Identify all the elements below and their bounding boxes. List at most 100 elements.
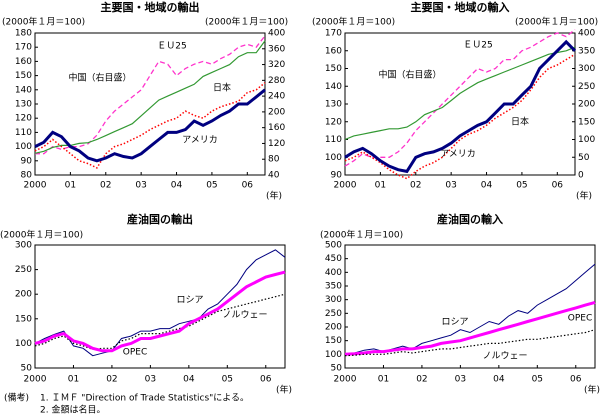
x-unit: (年) (266, 190, 282, 202)
y2-tick-label: 120 (268, 139, 285, 149)
series-line (344, 53, 576, 180)
x-tick-label: 03 (445, 181, 456, 191)
y-tick-label: 100 (15, 142, 32, 152)
y2-tick-label: 50 (578, 153, 590, 163)
x-tick-label: 02 (416, 375, 427, 385)
y2-tick-label: 400 (268, 29, 285, 39)
y-tick-label: 150 (15, 314, 32, 324)
chart-title: 主要国・地域の輸出 (101, 0, 200, 14)
series-line (344, 300, 596, 356)
y-tick-label: 140 (325, 82, 342, 92)
y-tick-label: 80 (21, 171, 33, 181)
y-tick-label: 300 (325, 295, 342, 305)
y-tick-label: 150 (15, 71, 32, 81)
y-tick-label: 170 (15, 43, 32, 53)
chart-title: 産油国の輸出 (127, 212, 193, 226)
series-label: ロシア (176, 296, 203, 306)
series-line (344, 39, 577, 174)
x-tick-label: 06 (570, 375, 582, 385)
x-tick-label: 01 (68, 375, 79, 385)
x-tick-label: 04 (183, 375, 195, 385)
y-tick-label: 130 (325, 100, 342, 110)
series-line (34, 40, 266, 154)
y-tick-label: 250 (325, 309, 342, 319)
y-tick-label: 130 (15, 100, 32, 110)
series-line (34, 249, 286, 357)
chart-title: 主要国・地域の輸入 (411, 0, 510, 14)
y-tick-label: 100 (15, 339, 32, 349)
y-tick-label: 300 (15, 241, 32, 251)
y-tick-label: 100 (325, 350, 342, 360)
x-tick-label: 06 (260, 375, 272, 385)
x-tick-label: 05 (222, 375, 233, 385)
x-unit: (年) (576, 190, 592, 202)
series-label: ロシア (441, 318, 468, 328)
x-tick-label: 06 (242, 181, 254, 191)
x-tick-label: 2000 (24, 375, 47, 385)
series-label: ＥＵ25 (463, 41, 492, 51)
y-tick-label: 160 (325, 46, 342, 56)
y-axis-label: (2000年１月＝100) (320, 229, 403, 241)
y-tick-label: 150 (325, 64, 342, 74)
series-line (34, 270, 286, 353)
y-tick-label: 170 (325, 29, 342, 39)
y2-tick-label: 300 (578, 64, 595, 74)
x-tick-label: 06 (552, 181, 564, 191)
y2-tick-label: 360 (268, 44, 285, 54)
y2-tick-label: 160 (268, 123, 285, 133)
y-axis-label: (2000年１月＝100) (0, 229, 83, 241)
y-tick-label: 450 (325, 254, 342, 264)
y-tick-label: 200 (15, 290, 32, 300)
x-tick-label: 04 (481, 181, 493, 191)
x-tick-label: 03 (135, 181, 146, 191)
series-line (34, 82, 266, 169)
x-tick-label: 05 (516, 181, 527, 191)
x-tick-label: 02 (410, 181, 421, 191)
y-tick-label: 50 (21, 364, 33, 374)
series-label: 中国（右目盛） (68, 72, 131, 84)
y2-axis-label: (2000年１月＝100) (515, 16, 598, 28)
y2-tick-label: 200 (578, 100, 595, 110)
y2-tick-label: 0 (578, 171, 584, 181)
series-label: ＥＵ25 (157, 42, 186, 52)
x-tick-label: 2000 (334, 181, 357, 191)
x-tick-label: 01 (375, 181, 386, 191)
y2-tick-label: 280 (268, 76, 285, 86)
series-line (34, 293, 286, 350)
y-tick-label: 500 (325, 241, 342, 251)
x-tick-label: 2000 (24, 181, 47, 191)
series-line (344, 46, 576, 141)
series-line (35, 35, 266, 155)
x-tick-label: 2000 (334, 375, 357, 385)
y-tick-label: 120 (15, 114, 32, 124)
y2-tick-label: 350 (578, 46, 595, 56)
notes-label: (備考) (4, 392, 29, 404)
note: 2. 金額は名目。 (40, 404, 105, 416)
series-label: 中国（右目盛） (378, 69, 441, 81)
y2-tick-label: 320 (268, 60, 285, 70)
y2-tick-label: 400 (578, 29, 595, 39)
y2-tick-label: 100 (578, 135, 595, 145)
y-tick-label: 140 (15, 85, 32, 95)
series-label: アメリカ (182, 135, 218, 146)
x-tick-label: 04 (493, 375, 505, 385)
y-axis-label: (2000年１月＝100) (312, 16, 395, 28)
y2-axis-label: (2000年１月＝100) (205, 16, 288, 28)
y-tick-label: 400 (325, 268, 342, 278)
y-tick-label: 110 (325, 135, 342, 145)
y-tick-label: 180 (15, 29, 32, 39)
y-tick-label: 110 (15, 128, 32, 138)
y2-tick-label: 150 (578, 117, 595, 127)
x-tick-label: 05 (532, 375, 543, 385)
series-line (344, 263, 596, 355)
y-tick-label: 160 (15, 57, 32, 67)
x-tick-label: 05 (206, 181, 217, 191)
y2-tick-label: 250 (578, 82, 595, 92)
x-tick-label: 01 (65, 181, 76, 191)
series-label: ノルウェー (482, 351, 527, 362)
y-tick-label: 90 (331, 171, 343, 181)
plot-frame (344, 244, 596, 369)
y-tick-label: 200 (325, 323, 342, 333)
x-tick-label: 03 (455, 375, 466, 385)
